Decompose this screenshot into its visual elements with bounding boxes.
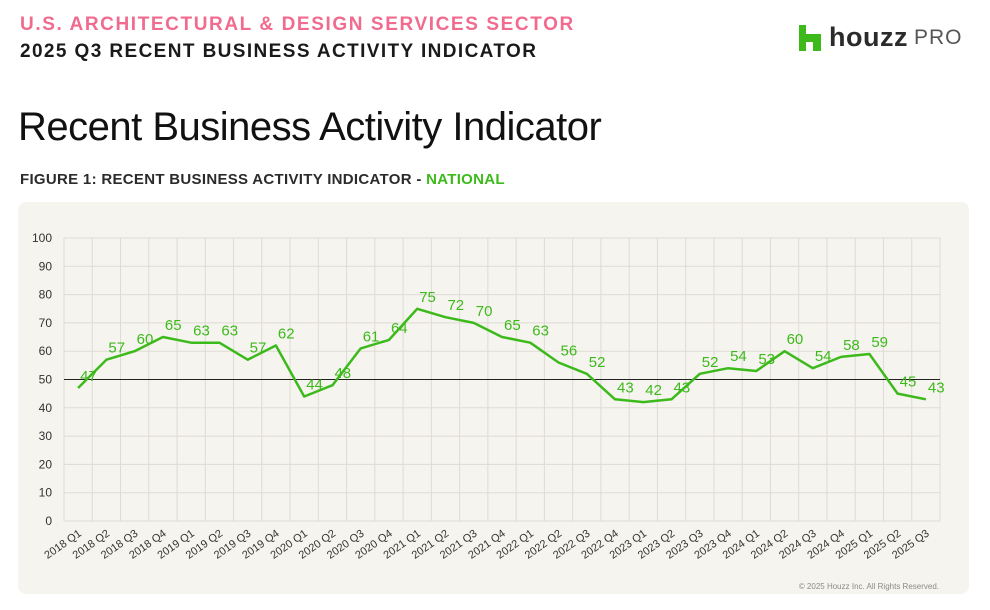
data-label: 42	[645, 382, 662, 399]
data-label: 61	[363, 328, 380, 345]
y-tick-label: 60	[39, 344, 53, 358]
data-label: 64	[391, 320, 408, 337]
y-tick-label: 80	[39, 288, 53, 302]
y-tick-label: 20	[39, 457, 53, 471]
data-label: 43	[928, 379, 945, 396]
data-label: 57	[250, 340, 267, 357]
data-label: 53	[758, 351, 775, 368]
chart-card: 0 10 20 30 40 50 60 70 80 90 100 2018 Q1 2018 Q2 2018…	[18, 202, 969, 594]
houzz-h-icon	[799, 24, 821, 51]
data-label: 59	[871, 334, 888, 351]
houzz-pro-logo: houzz PRO	[797, 22, 963, 53]
data-label: 62	[278, 326, 295, 343]
data-label: 52	[702, 354, 719, 371]
data-label: 63	[221, 323, 238, 340]
data-label: 63	[193, 323, 210, 340]
data-label: 63	[532, 323, 549, 340]
y-tick-label: 50	[39, 373, 53, 387]
y-tick-label: 30	[39, 429, 53, 443]
data-label: 58	[843, 337, 860, 354]
data-label: 52	[589, 354, 606, 371]
data-label: 60	[137, 331, 154, 348]
copyright-notice: © 2025 Houzz Inc. All Rights Reserved.	[798, 582, 939, 591]
page-title: Recent Business Activity Indicator	[18, 105, 602, 149]
data-label: 54	[815, 348, 832, 365]
y-tick-label: 0	[45, 514, 52, 528]
data-label: 43	[617, 379, 634, 396]
data-label: 57	[108, 340, 125, 357]
figure-label-highlight: NATIONAL	[426, 171, 505, 188]
data-label: 45	[900, 374, 917, 391]
y-tick-label: 90	[39, 259, 53, 273]
data-label: 60	[787, 331, 804, 348]
sector-title: U.S. ARCHITECTURAL & DESIGN SERVICES SEC…	[20, 14, 575, 35]
data-label: 43	[674, 379, 691, 396]
data-label: 48	[334, 365, 351, 382]
series-line	[77, 307, 927, 404]
report-subtitle: 2025 Q3 RECENT BUSINESS ACTIVITY INDICAT…	[20, 41, 538, 62]
figure-title: FIGURE 1: RECENT BUSINESS ACTIVITY INDIC…	[20, 171, 505, 188]
data-label: 72	[447, 297, 464, 314]
data-label: 75	[419, 289, 436, 306]
data-label: 65	[504, 317, 521, 334]
y-tick-label: 70	[39, 316, 53, 330]
data-label: 65	[165, 317, 182, 334]
data-label: 70	[476, 303, 493, 320]
data-label: 54	[730, 348, 747, 365]
data-label: 47	[80, 368, 97, 385]
data-label: 56	[561, 343, 578, 360]
y-tick-label: 40	[39, 401, 53, 415]
y-tick-label: 100	[32, 231, 52, 245]
y-tick-label: 10	[39, 486, 53, 500]
data-label: 44	[306, 376, 323, 393]
logo-wordmark: houzz	[829, 22, 908, 52]
logo-pro-label: PRO	[913, 25, 963, 49]
figure-label: FIGURE 1: RECENT BUSINESS ACTIVITY INDIC…	[20, 171, 427, 188]
